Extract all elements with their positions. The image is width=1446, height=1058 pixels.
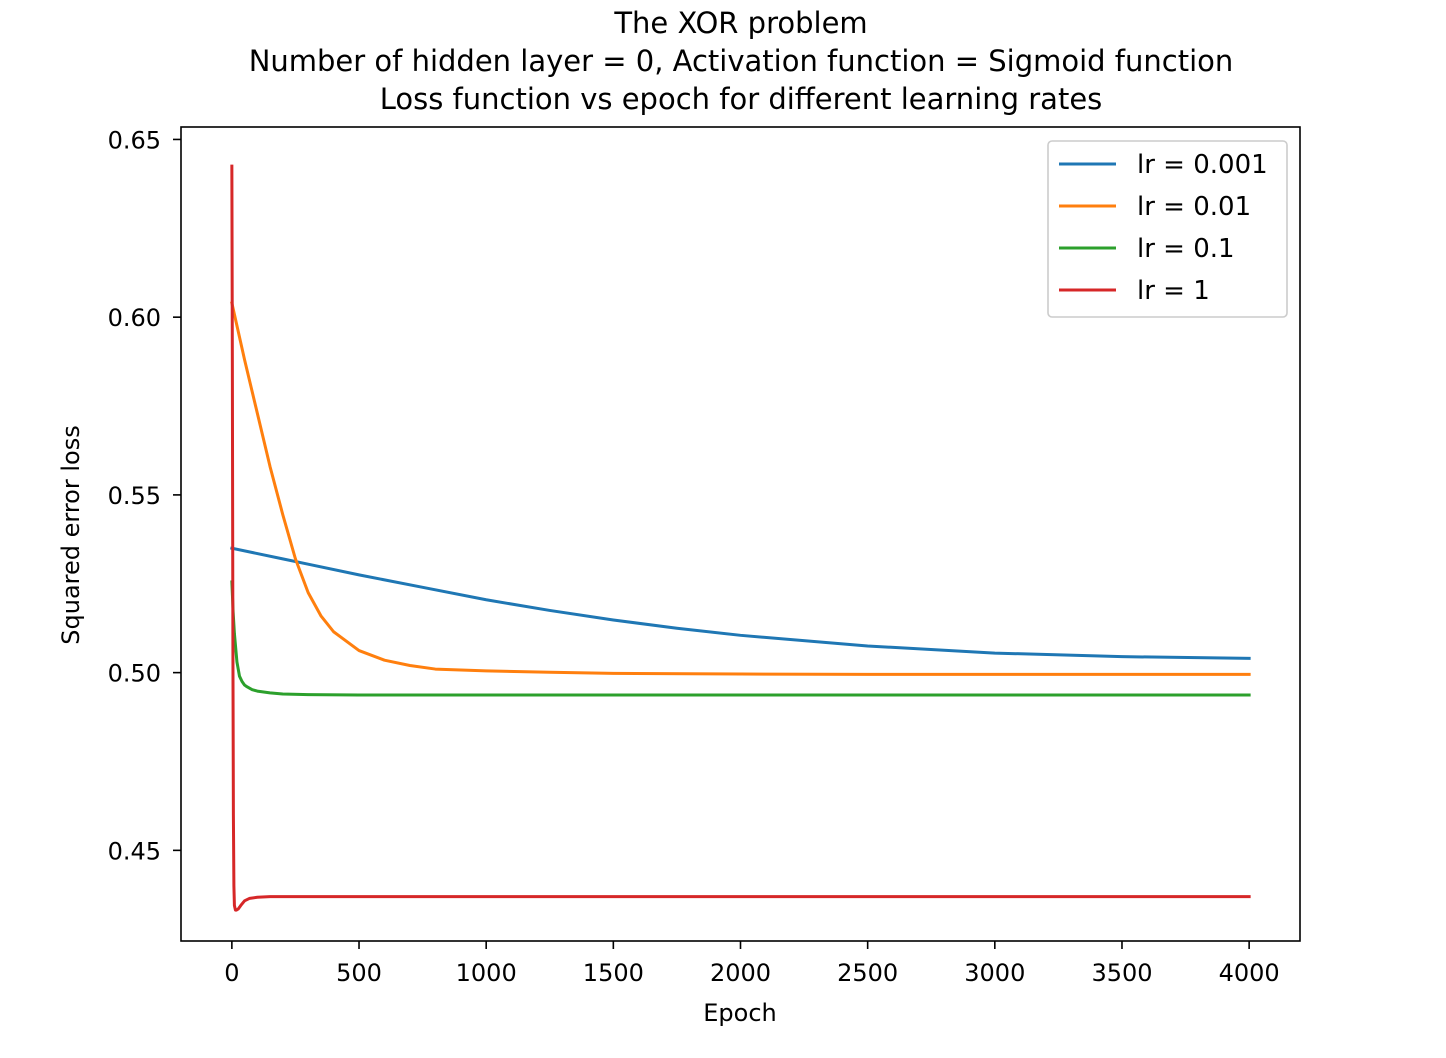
legend-label-1: lr = 0.001	[1137, 150, 1268, 180]
y-tick-label: 0.55	[108, 482, 161, 510]
x-tick-label: 1500	[583, 959, 644, 987]
series-line-2	[230, 301, 1251, 676]
y-axis: 0.45 0.50 0.55 0.60 0.65	[108, 126, 181, 865]
x-tick-label: 4000	[1219, 959, 1280, 987]
series-line-1	[230, 546, 1251, 660]
legend-label-3: lr = 0.1	[1137, 234, 1235, 264]
y-tick-label: 0.60	[108, 304, 161, 332]
series-line-4	[230, 164, 1251, 912]
title-line-2: Number of hidden layer = 0, Activation f…	[249, 44, 1234, 78]
x-tick-label: 3500	[1091, 959, 1152, 987]
chart-title: The XOR problem Number of hidden layer =…	[249, 6, 1234, 116]
series-line-3	[230, 580, 1251, 697]
x-tick-label: 1000	[456, 959, 517, 987]
title-line-1: The XOR problem	[613, 6, 867, 40]
x-axis-label: Epoch	[703, 999, 777, 1027]
legend: lr = 0.001 lr = 0.01 lr = 0.1 lr = 1	[1047, 140, 1288, 318]
series-layer	[230, 164, 1251, 912]
y-tick-label: 0.45	[108, 837, 161, 865]
x-tick-label: 0	[224, 959, 239, 987]
x-tick-label: 2000	[710, 959, 771, 987]
legend-entries: lr = 0.001 lr = 0.01 lr = 0.1 lr = 1	[1059, 150, 1268, 306]
x-tick-label: 500	[336, 959, 382, 987]
legend-label-4: lr = 1	[1137, 276, 1210, 306]
y-axis-label: Squared error loss	[57, 425, 85, 644]
x-axis: 0 500 1000 1500 2000 2500 3000 3500 4000	[224, 941, 1280, 987]
x-tick-label: 3000	[964, 959, 1025, 987]
x-tick-label: 2500	[837, 959, 898, 987]
y-tick-label: 0.50	[108, 660, 161, 688]
legend-label-2: lr = 0.01	[1137, 192, 1251, 222]
y-tick-label: 0.65	[108, 126, 161, 154]
legend-box	[1047, 140, 1288, 318]
title-line-3: Loss function vs epoch for different lea…	[380, 82, 1103, 116]
